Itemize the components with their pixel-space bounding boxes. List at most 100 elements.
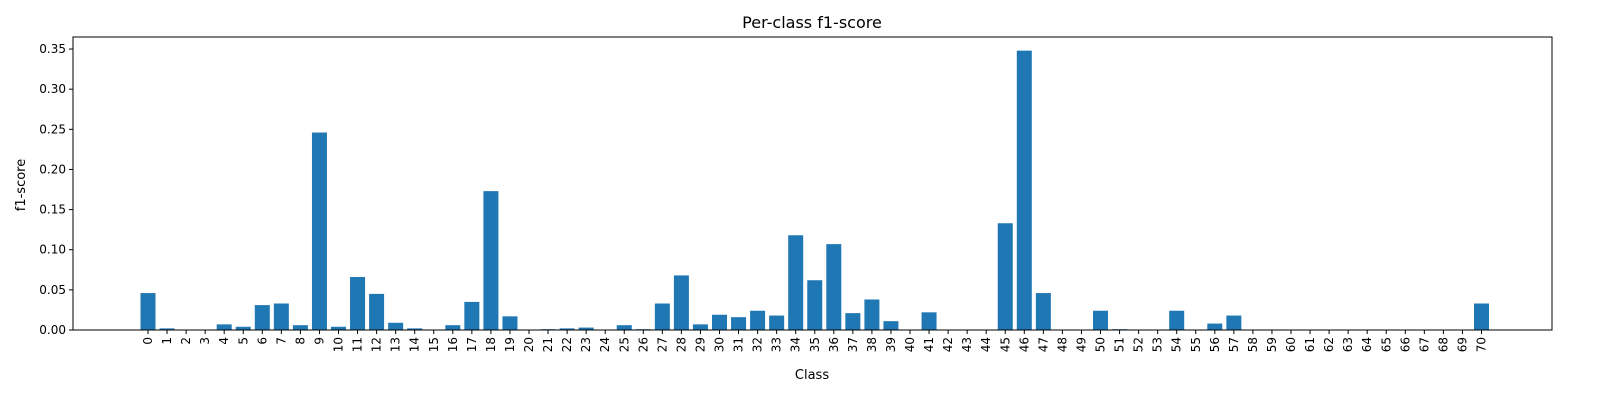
- x-tick-label: 10: [332, 337, 346, 352]
- bar-class-25: [616, 325, 632, 330]
- x-tick-label: 38: [865, 337, 879, 352]
- y-tick-label: 0.25: [39, 122, 66, 136]
- x-tick-label: 20: [522, 337, 536, 352]
- x-tick-label: 6: [255, 337, 269, 345]
- x-tick-label: 66: [1398, 337, 1412, 352]
- x-tick-label: 26: [636, 337, 650, 352]
- x-tick-label: 48: [1055, 337, 1069, 352]
- x-tick-label: 61: [1303, 337, 1317, 352]
- x-tick-label: 11: [351, 337, 365, 352]
- x-tick-label: 0: [141, 337, 155, 345]
- bar-class-37: [845, 313, 861, 330]
- x-tick-label: 24: [598, 337, 612, 352]
- x-tick-label: 22: [560, 337, 574, 352]
- bar-class-12: [369, 293, 385, 330]
- x-tick-label: 70: [1475, 337, 1489, 352]
- bar-class-28: [673, 275, 689, 330]
- x-tick-label: 56: [1208, 337, 1222, 352]
- x-axis-label: Class: [795, 368, 829, 383]
- x-tick-label: 8: [293, 337, 307, 345]
- bar-class-29: [692, 324, 708, 330]
- x-tick-label: 1: [160, 337, 174, 345]
- y-tick-label: 0.35: [39, 42, 66, 56]
- bar-class-57: [1226, 315, 1242, 330]
- bar-class-5: [235, 326, 251, 330]
- bar-class-6: [254, 305, 270, 330]
- bar-class-56: [1207, 323, 1223, 330]
- bar-class-45: [997, 223, 1013, 330]
- y-tick-label: 0.20: [39, 162, 66, 176]
- x-tick-label: 7: [274, 337, 288, 345]
- bar-class-10: [331, 326, 346, 330]
- x-axis-ticks: 0 1 2 3 4 5 6 7 8 9 10 11 12 13 14 15 16 17 18 19 20 21 22 23 24…: [141, 330, 1489, 352]
- bar-class-22: [559, 328, 575, 330]
- x-tick-label: 32: [751, 337, 765, 352]
- plot-frame: [72, 36, 1553, 331]
- x-tick-label: 39: [884, 337, 898, 352]
- x-tick-label: 19: [503, 337, 517, 352]
- x-tick-label: 4: [217, 337, 231, 345]
- bar-class-18: [483, 191, 499, 330]
- x-tick-label: 34: [789, 337, 803, 352]
- bar-class-11: [350, 277, 366, 330]
- bar-class-14: [407, 328, 423, 330]
- x-tick-label: 60: [1284, 337, 1298, 352]
- bar-class-47: [1035, 293, 1051, 330]
- x-tick-label: 36: [827, 337, 841, 352]
- x-tick-label: 67: [1417, 337, 1431, 352]
- bar-class-1: [159, 328, 175, 330]
- x-tick-label: 45: [998, 337, 1012, 352]
- bar-class-36: [826, 244, 842, 330]
- x-tick-label: 9: [312, 337, 326, 345]
- bar-class-39: [883, 321, 899, 330]
- x-tick-label: 69: [1455, 337, 1469, 352]
- bar-class-27: [654, 303, 670, 330]
- x-tick-label: 52: [1132, 337, 1146, 352]
- x-tick-label: 30: [713, 337, 727, 352]
- x-tick-label: 50: [1094, 337, 1108, 352]
- x-tick-label: 17: [465, 337, 479, 352]
- bar-class-38: [864, 299, 880, 330]
- bar-class-19: [502, 316, 518, 330]
- x-tick-label: 2: [179, 337, 193, 345]
- bar-class-7: [273, 303, 289, 330]
- x-tick-label: 18: [484, 337, 498, 352]
- bar-class-9: [311, 132, 327, 330]
- chart-title: Per-class f1-score: [742, 13, 882, 32]
- y-tick-label: 0.05: [39, 283, 66, 297]
- y-tick-label: 0.15: [39, 203, 66, 217]
- bar-class-8: [292, 325, 308, 330]
- x-tick-label: 15: [427, 337, 441, 352]
- x-tick-label: 54: [1170, 337, 1184, 352]
- bar-class-34: [788, 235, 804, 330]
- bar-class-50: [1093, 310, 1108, 330]
- y-axis-ticks: 0.00 0.05 0.10 0.15 0.20 0.25 0.30 0.35: [39, 42, 73, 337]
- x-tick-label: 49: [1074, 337, 1088, 352]
- bars-group: [140, 50, 1489, 331]
- x-tick-label: 57: [1227, 337, 1241, 352]
- x-tick-label: 62: [1322, 337, 1336, 352]
- bar-class-30: [712, 314, 727, 330]
- x-tick-label: 33: [770, 337, 784, 352]
- bar-class-16: [445, 325, 461, 330]
- x-tick-label: 42: [941, 337, 955, 352]
- x-tick-label: 27: [655, 337, 669, 352]
- bar-class-13: [388, 322, 404, 330]
- x-tick-label: 51: [1113, 337, 1127, 352]
- x-tick-label: 21: [541, 337, 555, 352]
- x-tick-label: 16: [446, 337, 460, 352]
- bar-class-41: [921, 312, 937, 330]
- x-tick-label: 14: [408, 337, 422, 352]
- x-tick-label: 53: [1151, 337, 1165, 352]
- bar-class-35: [807, 280, 823, 330]
- x-tick-label: 35: [808, 337, 822, 352]
- x-tick-label: 29: [693, 337, 707, 352]
- bar-class-0: [140, 293, 156, 330]
- bar-class-54: [1169, 310, 1185, 330]
- y-tick-label: 0.30: [39, 82, 66, 96]
- x-tick-label: 58: [1246, 337, 1260, 352]
- x-tick-label: 65: [1379, 337, 1393, 352]
- x-tick-label: 68: [1436, 337, 1450, 352]
- x-tick-label: 13: [389, 337, 403, 352]
- bar-class-70: [1474, 303, 1489, 330]
